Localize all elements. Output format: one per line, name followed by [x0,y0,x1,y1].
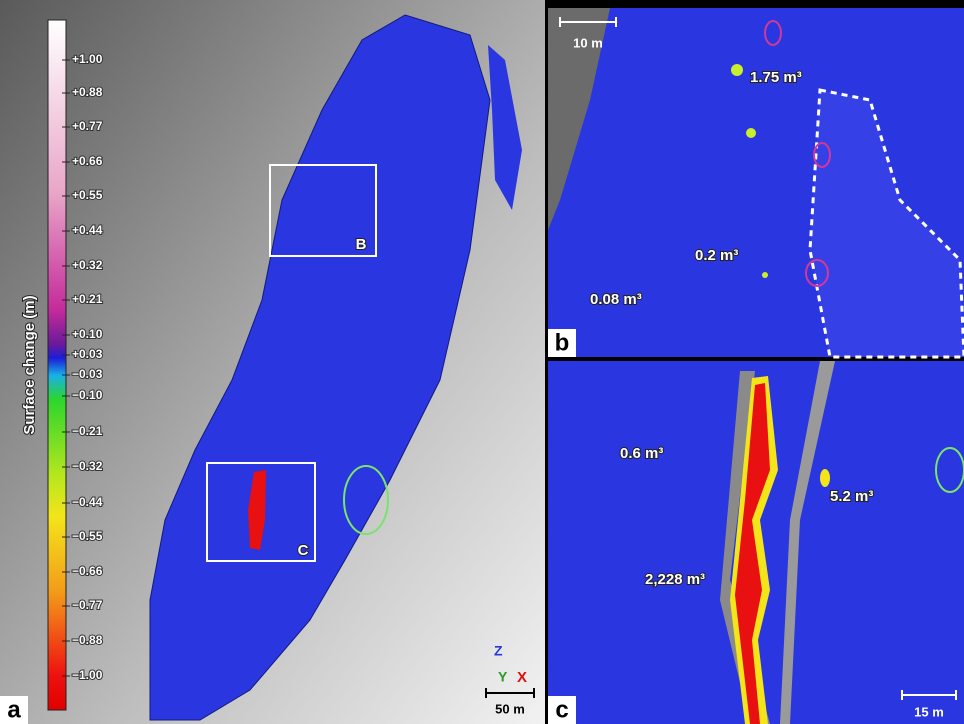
colorbar [47,19,67,711]
box-c [206,462,316,562]
tick-label: +0.10 [72,327,103,341]
axis-y: Y [498,669,508,685]
highlight [805,259,829,287]
tick-label: −0.55 [72,529,103,543]
highlight [935,447,964,493]
volume: 0.6 m³ [620,445,663,462]
bg-gap [548,8,610,230]
volume: 0.2 m³ [695,247,738,264]
highlight [343,465,389,535]
box-label: C [298,542,309,559]
change-spot [762,272,768,278]
volume: 0.08 m³ [590,291,642,308]
gap-area [808,88,964,359]
tick-label: −0.66 [72,564,103,578]
bg-gap [720,371,770,724]
tick-label: −0.32 [72,459,103,473]
tick-label: +1.00 [72,52,103,66]
change-patch [248,470,266,550]
label-bg [0,696,28,724]
panel-label: b [555,329,570,356]
scale-bar [559,17,617,27]
tick-label: +0.32 [72,258,103,272]
tick-label: +0.66 [72,154,103,168]
tick-label: +0.44 [72,223,103,237]
panel-label: a [7,696,21,723]
rock-surface [149,14,491,721]
box-b [269,164,377,257]
scale-bar [901,690,957,700]
tick-label: −1.00 [72,668,103,682]
box-label: B [356,236,367,253]
volume: 5.2 m³ [830,488,873,505]
label-bg [548,696,576,724]
tick-label: −0.21 [72,424,103,438]
highlight [813,142,831,168]
tick-label: −0.10 [72,388,103,402]
axis-x: X [517,669,527,686]
tick-label: +0.03 [72,347,103,361]
tick-label: −0.44 [72,495,103,509]
colorbar-title: Surface change (m) [21,295,38,434]
tick-label: −0.77 [72,598,103,612]
tick-label: +0.77 [72,119,103,133]
scale-label: 10 m [573,35,603,50]
scale-label: 50 m [495,701,525,716]
volume: 2,228 m³ [645,571,705,588]
change-spot [731,64,743,76]
tick-label: +0.21 [72,292,103,306]
tick-label: −0.88 [72,633,103,647]
tick-label: −0.03 [72,367,103,381]
colorbar-ticks: +1.00 +0.88 +0.77 +0.66 +0.55 +0.44 +0.32 +0.21… [62,51,104,683]
label-bg [548,329,576,357]
axis-z: Z [494,643,503,659]
bg-gap [780,361,835,724]
scale-label: 15 m [914,704,944,719]
tick-label: +0.88 [72,85,103,99]
rock-strip [488,45,522,210]
tick-label: +0.55 [72,188,103,202]
change-spot [746,128,756,138]
panel-label: c [555,696,568,723]
change-spot [820,469,830,487]
volume: 1.75 m³ [750,69,802,86]
scale-bar [485,688,535,698]
highlight [764,20,782,46]
change-patch [735,383,770,724]
